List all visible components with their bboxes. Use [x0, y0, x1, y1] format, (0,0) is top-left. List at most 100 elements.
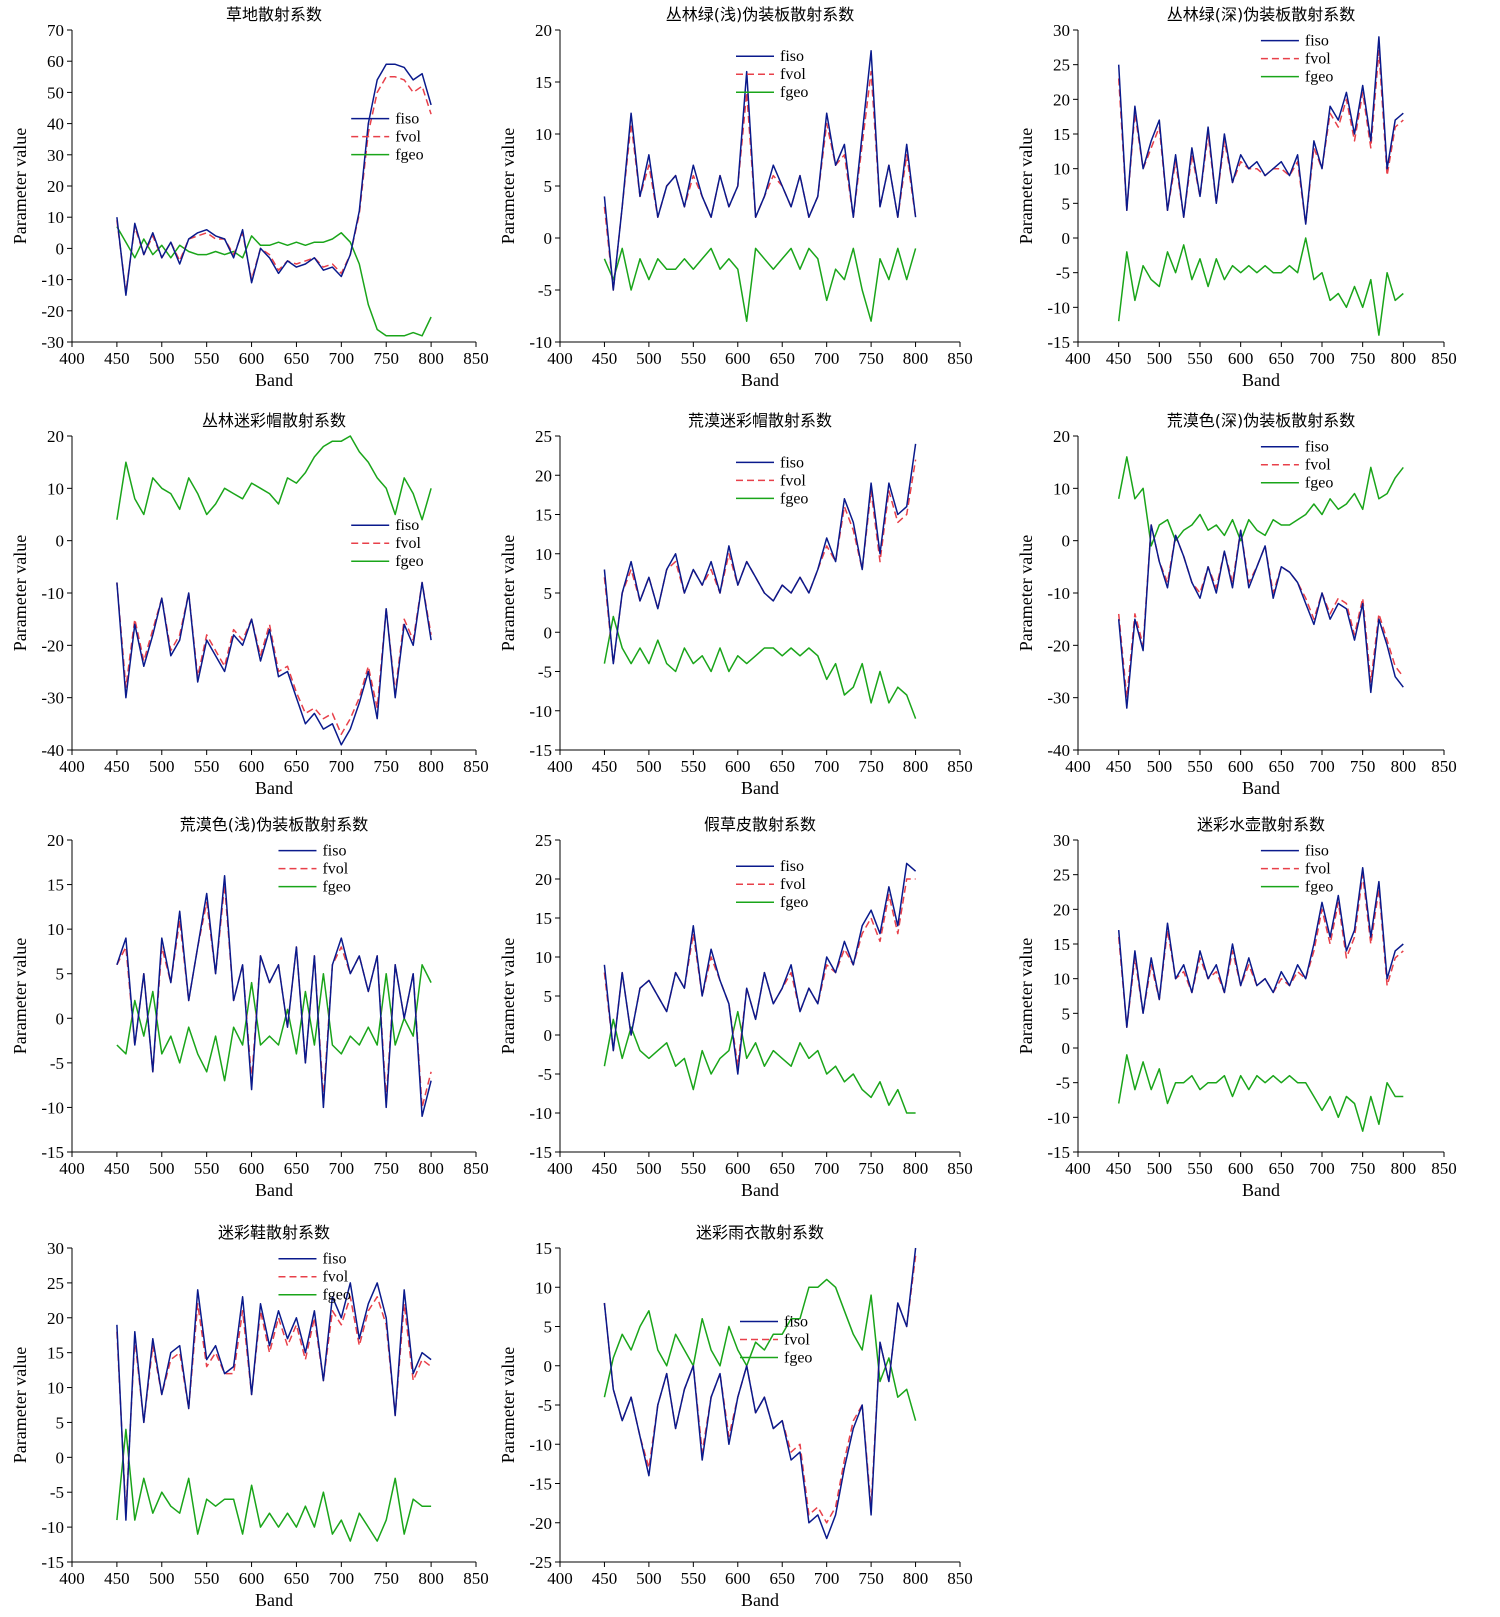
y-tick-label: 30 — [1053, 831, 1070, 850]
x-tick-label: 600 — [1228, 1159, 1254, 1178]
series-line-fvol — [603, 70, 917, 291]
x-tick-label: 700 — [814, 1159, 840, 1178]
legend-label-fiso: fiso — [322, 1251, 346, 1268]
x-tick-label: 450 — [104, 1159, 130, 1178]
y-tick-label: 15 — [1053, 125, 1070, 144]
x-tick-label: 550 — [681, 1159, 707, 1178]
y-tick-label: 10 — [47, 208, 64, 227]
x-tick-label: 500 — [149, 1569, 175, 1588]
y-tick-label: -5 — [50, 1483, 64, 1502]
x-tick-label: 650 — [769, 349, 795, 368]
x-axis-label: Band — [1242, 778, 1280, 798]
series-line-fvol — [116, 1296, 432, 1514]
legend-label-fgeo: fgeo — [780, 894, 808, 911]
legend-label-fgeo: fgeo — [1305, 475, 1333, 492]
legend-label-fiso: fiso — [395, 111, 419, 128]
y-tick-label: -10 — [41, 584, 64, 603]
series-line-fvol — [116, 76, 432, 293]
series-line-fgeo — [1117, 237, 1404, 336]
x-tick-label: 650 — [284, 349, 310, 368]
x-tick-label: 850 — [1431, 349, 1457, 368]
legend-label-fgeo: fgeo — [784, 1350, 812, 1367]
x-tick-label: 650 — [769, 757, 795, 776]
y-tick-label: 10 — [47, 1379, 64, 1398]
x-tick-label: 850 — [947, 1569, 973, 1588]
y-axis-label: Parameter value — [1016, 535, 1036, 651]
x-tick-label: 550 — [1187, 349, 1213, 368]
y-tick-label: 15 — [535, 73, 552, 92]
chart-title: 荒漠色(深)伪装板散射系数 — [1167, 411, 1356, 430]
legend-label-fiso: fiso — [780, 48, 804, 65]
x-tick-label: 800 — [418, 1159, 444, 1178]
y-tick-label: -25 — [529, 1553, 552, 1572]
chart-panel-3: 丛林绿(深)伪装板散射系数 400 450 500 550 600 650 700 750 800… — [1016, 5, 1457, 390]
legend-label-fgeo: fgeo — [322, 879, 350, 896]
y-tick-label: 0 — [56, 532, 65, 551]
x-tick-label: 750 — [858, 349, 884, 368]
series-line-fiso — [1117, 866, 1404, 1028]
y-tick-label: 10 — [535, 125, 552, 144]
chart-panel-11: 迷彩雨衣散射系数 400 450 500 550 600 650 700 750 800 850 -2… — [498, 1223, 973, 1610]
chart-title: 迷彩鞋散射系数 — [218, 1223, 330, 1242]
series-line-fvol — [1117, 873, 1404, 1028]
y-tick-label: 5 — [1062, 194, 1071, 213]
x-tick-label: 850 — [1431, 1159, 1457, 1178]
legend-label-fiso: fiso — [1305, 843, 1329, 860]
y-tick-label: 20 — [47, 1309, 64, 1328]
x-tick-label: 800 — [1391, 1159, 1417, 1178]
x-tick-label: 600 — [239, 757, 265, 776]
series-line-fgeo — [1117, 456, 1404, 547]
x-tick-label: 400 — [59, 757, 85, 776]
y-tick-label: 15 — [535, 909, 552, 928]
chart-panel-2: 丛林绿(浅)伪装板散射系数 400 450 500 550 600 650 700 750 800… — [498, 5, 973, 390]
chart-panel-6: 荒漠色(深)伪装板散射系数 400 450 500 550 600 650 700 750 800… — [1016, 411, 1457, 798]
series-line-fiso — [1117, 524, 1404, 709]
x-tick-label: 600 — [725, 757, 751, 776]
chart-panel-9: 迷彩水壶散射系数 400 450 500 550 600 650 700 750 800 850 -1… — [1016, 815, 1457, 1200]
x-tick-label: 700 — [329, 349, 355, 368]
y-tick-label: 20 — [535, 870, 552, 889]
x-axis-label: Band — [255, 1180, 293, 1200]
chart-title: 丛林绿(浅)伪装板散射系数 — [666, 5, 855, 24]
x-tick-label: 450 — [592, 757, 618, 776]
series-line-fgeo — [116, 435, 432, 521]
x-tick-label: 750 — [373, 757, 399, 776]
y-tick-label: -5 — [50, 1054, 64, 1073]
y-tick-label: 40 — [47, 115, 64, 134]
chart-title: 丛林绿(深)伪装板散射系数 — [1167, 5, 1356, 24]
x-tick-label: 450 — [592, 349, 618, 368]
y-tick-label: 20 — [47, 177, 64, 196]
x-tick-label: 750 — [858, 1159, 884, 1178]
x-tick-label: 800 — [1391, 757, 1417, 776]
series-line-fgeo — [116, 226, 432, 337]
series-line-fvol — [1117, 524, 1404, 699]
legend-label-fvol: fvol — [1305, 51, 1331, 68]
x-tick-label: 600 — [1228, 349, 1254, 368]
x-tick-label: 400 — [59, 349, 85, 368]
legend-label-fvol: fvol — [395, 129, 421, 146]
x-tick-label: 650 — [1269, 349, 1295, 368]
y-tick-label: 25 — [47, 1274, 64, 1293]
series-line-fiso — [116, 874, 432, 1118]
legend-label-fiso: fiso — [780, 858, 804, 875]
x-axis-label: Band — [255, 370, 293, 390]
x-tick-label: 500 — [1147, 1159, 1173, 1178]
x-tick-label: 800 — [903, 1159, 929, 1178]
x-tick-label: 550 — [194, 757, 220, 776]
legend-label-fgeo: fgeo — [1305, 69, 1333, 86]
series-line-fiso — [603, 50, 917, 291]
y-tick-label: 0 — [1062, 1039, 1071, 1058]
y-tick-label: -10 — [529, 333, 552, 352]
y-tick-label: -10 — [529, 702, 552, 721]
y-tick-label: 70 — [47, 21, 64, 40]
series-line-fgeo — [1117, 1054, 1404, 1132]
series-line-fvol — [603, 459, 917, 665]
y-tick-label: 10 — [1053, 970, 1070, 989]
x-tick-label: 700 — [1309, 349, 1335, 368]
x-axis-label: Band — [741, 1180, 779, 1200]
y-tick-label: -5 — [538, 281, 552, 300]
y-tick-label: 30 — [47, 1239, 64, 1258]
y-tick-label: -40 — [41, 741, 64, 760]
x-tick-label: 500 — [636, 349, 662, 368]
legend-label-fvol: fvol — [1305, 457, 1331, 474]
